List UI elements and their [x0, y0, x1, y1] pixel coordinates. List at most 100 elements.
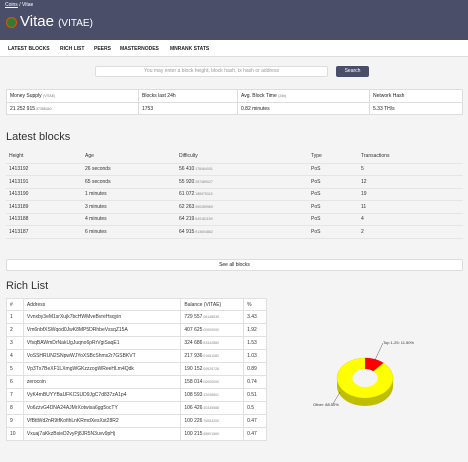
rich-address[interactable]: VfBttWd2nR9tfKofihLnKRmdXesXst28R2: [22, 414, 182, 428]
balance-decimals: .01681082: [202, 354, 219, 358]
block-transactions: 4: [358, 213, 463, 226]
column-header: Difficulty: [176, 150, 308, 164]
table-row: 1 Vvnxby3eM1srXujk7bcHWMveBvreHsqyin 729 5…: [6, 310, 267, 324]
rich-address[interactable]: zerocoin: [22, 375, 182, 389]
latest-blocks-table: Height Age Difficulty Type Transactions …: [6, 150, 463, 239]
block-height[interactable]: 1413189: [6, 200, 82, 214]
rich-rank: 6: [6, 375, 24, 389]
rich-rank: 8: [6, 401, 24, 415]
block-age: 1 minutes: [82, 188, 176, 201]
balance-value: 108 593: [184, 392, 203, 398]
rich-address[interactable]: Vo6zzvG4DNA24AJMrXotwisa6gg5ocTY: [22, 401, 182, 415]
stat-label-text: Avg. Block Time: [241, 93, 277, 99]
search-button[interactable]: Search: [336, 66, 369, 77]
nav-rich-list[interactable]: RICH LIST: [60, 46, 85, 52]
rich-balance: 190 152.09526726: [180, 362, 245, 376]
stat-label-text: Money Supply: [10, 93, 42, 99]
table-row: 10 Vxuaj7aKkzBsieD2vyPj8JR5N3uvv9pHj 100 2…: [6, 427, 267, 441]
stat-network-hash: Network Hash 5.33 TH/s: [370, 90, 462, 114]
stat-value-text: 0.82 minutes: [241, 106, 270, 112]
balance-decimals: .00000000: [202, 328, 219, 332]
rich-address[interactable]: Vvnxby3eM1srXujk7bcHWMveBvreHsqyin: [22, 310, 182, 324]
nav-peers[interactable]: PEERS: [94, 46, 111, 52]
rich-rank: 4: [6, 349, 24, 363]
stat-value-text: 1753: [142, 106, 154, 112]
rich-address[interactable]: Vxuaj7aKkzBsieD2vyPj8JR5N3uvv9pHj: [22, 427, 182, 441]
rich-address[interactable]: VfsqBAWmDrNakUgJuqno6pRrVgiSaqE1: [22, 336, 182, 350]
balance-decimals: .32096801: [202, 393, 219, 397]
table-row[interactable]: 1413192 26 seconds 56 410.178464001 PoS 5: [6, 163, 463, 176]
block-age: 65 seconds: [82, 175, 176, 189]
breadcrumb-current: Vitae: [21, 2, 34, 8]
column-header: Address: [22, 298, 182, 311]
table-header-row: # Address Balance (VITAE) %: [6, 298, 267, 311]
stat-blocks-24h: Blocks last 24h 1753: [139, 90, 238, 114]
block-type: PoS: [308, 163, 358, 176]
rich-address[interactable]: VyK4mBUYYBaUFKCSUD9JgC7d837zA1p4: [22, 388, 182, 402]
block-height[interactable]: 1413187: [6, 225, 82, 239]
rich-address[interactable]: Vm6nbfXSWqod0JwK8MP5DRhbeVssqZ15A: [22, 323, 182, 337]
block-type: PoS: [308, 213, 358, 226]
table-row[interactable]: 1413189 3 minutes 62 263.060289989 PoS 11: [6, 200, 463, 214]
balance-value: 100 215: [184, 431, 203, 437]
stat-label: Avg. Block Time (24h): [241, 93, 286, 99]
column-header: Height: [6, 150, 82, 164]
rich-balance: 729 557.06148535: [180, 310, 245, 324]
table-row[interactable]: 1413191 65 seconds 55 920.287489027 PoS 12: [6, 175, 463, 189]
stat-value-decimals: .37358340: [35, 107, 52, 111]
rich-percent: 0.47: [243, 427, 267, 441]
nav-latest-blocks[interactable]: LATEST BLOCKS: [8, 46, 50, 52]
table-header-row: Height Age Difficulty Type Transactions: [6, 150, 463, 164]
rich-percent: 0.74: [243, 375, 267, 389]
rich-address[interactable]: VoSSHRUN2SNpwWJYoXSBcShms2r7GSBKVT: [22, 349, 182, 363]
breadcrumb-coins-link[interactable]: Coins: [5, 2, 18, 8]
header: Coins / Vitae Vitae (VITAE): [0, 0, 468, 40]
main-nav: LATEST BLOCKS RICH LIST PEERS MASTERNODE…: [0, 40, 468, 57]
search-input[interactable]: You may enter a block height, block hash…: [95, 66, 328, 77]
stats-divider: [7, 102, 462, 103]
rich-list-table: # Address Balance (VITAE) % 1 Vvnxby3eM1s…: [6, 298, 267, 441]
table-row[interactable]: 1413188 4 minutes 64 219.549181159 PoS 4: [6, 213, 463, 226]
balance-value: 158 014: [184, 379, 203, 385]
breadcrumb: Coins / Vitae: [5, 2, 33, 8]
stat-avg-block-time: Avg. Block Time (24h) 0.82 minutes: [238, 90, 370, 114]
difficulty-value: 64 219: [179, 216, 195, 223]
pie-hole: [352, 369, 378, 387]
column-header: Transactions: [358, 150, 463, 164]
rich-rank: 2: [6, 323, 24, 337]
rich-balance: 108 593.32096801: [180, 388, 245, 402]
table-row: 6 zerocoin 158 014.00000000 0.74: [6, 375, 267, 389]
difficulty-decimals: .178464001: [194, 167, 213, 172]
difficulty-decimals: .549181159: [194, 217, 213, 222]
block-transactions: 2: [358, 225, 463, 239]
network-stats-panel: Money Supply (VITAE) 21 252 915.37358340…: [6, 89, 463, 115]
block-height[interactable]: 1413191: [6, 175, 82, 189]
column-header: %: [243, 298, 267, 311]
table-row[interactable]: 1413187 6 minutes 64 915.913604862 PoS 2: [6, 225, 463, 239]
balance-decimals: .95601560: [202, 432, 219, 436]
nav-mnrank-stats[interactable]: MNRANK STATS: [170, 46, 210, 52]
table-row[interactable]: 1413190 1 minutes 61 072.188975115 PoS 19: [6, 188, 463, 201]
balance-decimals: .00000000: [202, 380, 219, 384]
rich-balance: 324 686.53342880: [180, 336, 245, 350]
rich-rank: 7: [6, 388, 24, 402]
latest-blocks-title: Latest blocks: [6, 131, 71, 143]
pie-leader-other: [332, 391, 341, 405]
column-header: Balance (VITAE): [180, 298, 245, 311]
difficulty-decimals: .188975115: [194, 192, 213, 197]
block-age: 26 seconds: [82, 163, 176, 176]
rich-rank: 1: [6, 310, 24, 324]
block-age: 6 minutes: [82, 225, 176, 239]
rich-balance: 158 014.00000000: [180, 375, 245, 389]
difficulty-value: 61 072: [179, 191, 195, 198]
difficulty-decimals: .913604862: [194, 229, 213, 234]
block-height[interactable]: 1413188: [6, 213, 82, 226]
stat-money-supply: Money Supply (VITAE) 21 252 915.37358340: [7, 90, 139, 114]
rich-address[interactable]: Vp3Tx7BeXF1LXmgWGKzzzogWReeHLm4Qdk: [22, 362, 182, 376]
block-height[interactable]: 1413190: [6, 188, 82, 201]
rich-rank: 10: [6, 427, 24, 441]
block-height[interactable]: 1413192: [6, 163, 82, 176]
nav-masternodes[interactable]: MASTERNODES: [120, 46, 159, 52]
see-all-blocks-button[interactable]: See all blocks: [6, 259, 463, 271]
balance-value: 106 426: [184, 405, 203, 411]
